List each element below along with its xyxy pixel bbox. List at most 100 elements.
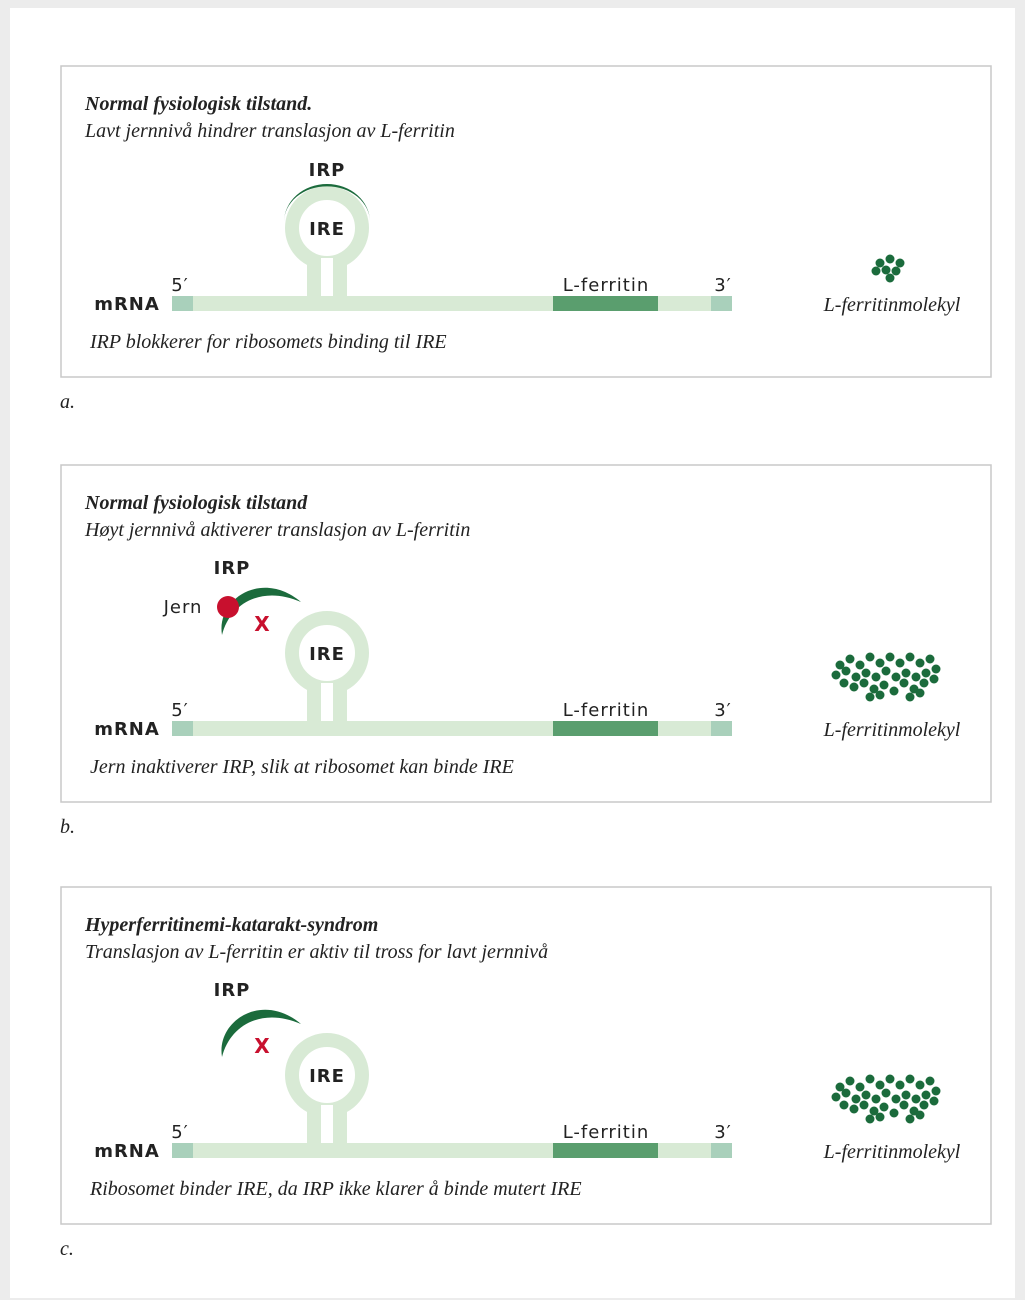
molecule-dot: [902, 669, 911, 678]
molecule-dot: [906, 1075, 915, 1084]
panel: Normal fysiologisk tilstand Høyt jernnivå…: [60, 465, 991, 838]
molecule-dot: [892, 1095, 901, 1104]
panel-caption: Jern inaktiverer IRP, slik at ribosomet …: [90, 756, 514, 778]
panel-letter: b.: [60, 816, 75, 838]
figure: Normal fysiologisk tilstand.Lavt jernniv…: [0, 0, 1025, 1300]
molecule-dot: [906, 653, 915, 662]
molecule-label: L-ferritinmolekyl: [823, 1141, 961, 1163]
ire-stem-gap: [321, 258, 333, 296]
panel-subtitle: Lavt jernnivå hindrer translasjon av L-f…: [84, 120, 455, 142]
molecule-dot: [906, 1115, 915, 1124]
molecule-dot: [842, 1089, 851, 1098]
molecule-dot: [900, 1101, 909, 1110]
molecule-dot: [872, 673, 881, 682]
irp-label: IRP: [309, 160, 346, 181]
panel-subtitle: Høyt jernnivå aktiverer translasjon av L…: [84, 519, 470, 541]
molecule-dot: [896, 1081, 905, 1090]
three-prime-label: 3′: [714, 700, 732, 721]
molecule-dot: [880, 681, 889, 690]
molecule-dot: [860, 679, 869, 688]
molecule-dot: [880, 1103, 889, 1112]
molecule-dot: [872, 1095, 881, 1104]
gene-label: L-ferritin: [563, 700, 650, 721]
molecule-dot: [882, 667, 891, 676]
molecule-dot: [930, 675, 939, 684]
panel-subtitle: Translasjon av L-ferritin er aktiv til t…: [85, 941, 548, 963]
molecule-dot: [876, 1081, 885, 1090]
molecule-dot: [900, 679, 909, 688]
irp-label: IRP: [214, 558, 251, 579]
molecule-dot: [916, 1081, 925, 1090]
ire-stem-gap: [321, 683, 333, 721]
panel-frame: [61, 887, 991, 1224]
five-prime-label: 5′: [171, 275, 189, 296]
molecule-dot: [856, 661, 865, 670]
five-prime-label: 5′: [171, 700, 189, 721]
five-prime-cap: [172, 721, 193, 736]
molecule-dot: [882, 266, 891, 275]
panel-title: Normal fysiologisk tilstand: [84, 492, 308, 514]
molecule-dot: [890, 687, 899, 696]
molecule-dot: [846, 1077, 855, 1086]
molecule-dot: [920, 1101, 929, 1110]
irp-label: IRP: [214, 980, 251, 1001]
molecule-dot: [922, 669, 931, 678]
ire-label: IRE: [309, 219, 345, 240]
molecule-dot: [862, 669, 871, 678]
mrna-label: mRNA: [94, 1141, 160, 1162]
molecule-label: L-ferritinmolekyl: [823, 719, 961, 741]
molecule-dot: [886, 274, 895, 283]
molecule-dot: [886, 1075, 895, 1084]
molecule-dot: [852, 1095, 861, 1104]
three-prime-label: 3′: [714, 275, 732, 296]
molecule-dot: [866, 653, 875, 662]
three-prime-tail: [711, 721, 732, 736]
molecule-dot: [892, 673, 901, 682]
five-prime-label: 5′: [171, 1122, 189, 1143]
molecule-dot: [832, 1093, 841, 1102]
molecule-dot: [912, 1095, 921, 1104]
molecule-dot: [850, 683, 859, 692]
gene-label: L-ferritin: [563, 1122, 650, 1143]
molecule-dot: [912, 673, 921, 682]
molecule-dot: [902, 1091, 911, 1100]
molecule-dot: [840, 679, 849, 688]
molecule-dot: [876, 259, 885, 268]
molecule-dot: [920, 679, 929, 688]
molecule-dot: [882, 1089, 891, 1098]
panel-letter: a.: [60, 391, 75, 413]
molecule-dot: [862, 1091, 871, 1100]
molecule-label: L-ferritinmolekyl: [823, 294, 961, 316]
three-prime-tail: [711, 1143, 732, 1158]
panel-caption: Ribosomet binder IRE, da IRP ikke klarer…: [89, 1178, 582, 1200]
molecule-dot: [926, 1077, 935, 1086]
molecule-dot: [896, 259, 905, 268]
iron-atom: [217, 596, 239, 618]
mrna-label: mRNA: [94, 719, 160, 740]
gene-region: [553, 296, 658, 311]
molecule-dot: [922, 1091, 931, 1100]
molecule-dot: [842, 667, 851, 676]
molecule-dot: [832, 671, 841, 680]
blocked-mark: X: [254, 612, 270, 636]
panel-frame: [61, 465, 991, 802]
molecule-dot: [890, 1109, 899, 1118]
five-prime-cap: [172, 1143, 193, 1158]
molecule-dot: [846, 655, 855, 664]
three-prime-label: 3′: [714, 1122, 732, 1143]
molecule-dot: [860, 1101, 869, 1110]
ire-label: IRE: [309, 644, 345, 665]
molecule-dot: [916, 689, 925, 698]
panel: Hyperferritinemi-katarakt-syndromTransla…: [60, 887, 991, 1260]
molecule-dot: [856, 1083, 865, 1092]
molecule-dot: [932, 1087, 941, 1096]
gene-region: [553, 721, 658, 736]
molecule-dot: [872, 267, 881, 276]
molecule-dot: [916, 659, 925, 668]
molecule-dot: [930, 1097, 939, 1106]
molecule-dot: [866, 1115, 875, 1124]
mrna-label: mRNA: [94, 294, 160, 315]
five-prime-cap: [172, 296, 193, 311]
molecule-dot: [932, 665, 941, 674]
molecule-dot: [866, 1075, 875, 1084]
